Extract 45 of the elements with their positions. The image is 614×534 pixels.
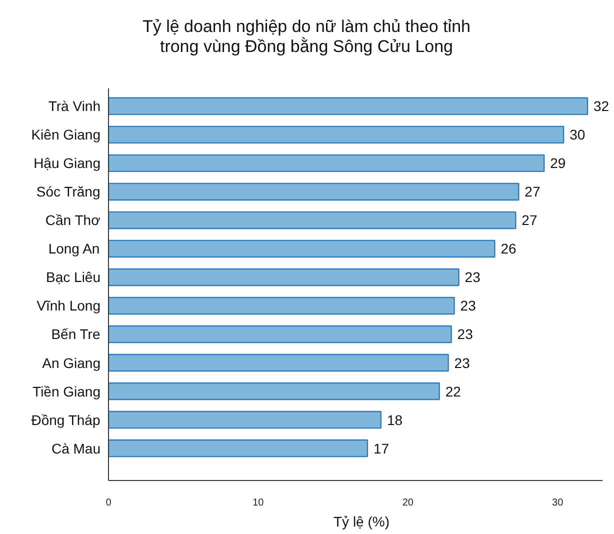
y-tick-label: Trà Vinh	[48, 98, 101, 114]
x-tick-label: 30	[552, 498, 564, 508]
x-axis-title: Tỷ lệ (%)	[334, 514, 390, 530]
data-label: 29	[550, 155, 566, 172]
data-label: 23	[464, 269, 481, 286]
data-label: 18	[386, 412, 403, 428]
y-tick-label: Vĩnh Long	[36, 298, 101, 314]
data-label: 27	[522, 212, 538, 228]
data-label: 23	[457, 326, 474, 342]
bar	[108, 268, 460, 286]
bar	[108, 240, 496, 258]
bar	[108, 296, 455, 315]
data-label: 23	[454, 354, 470, 371]
bar	[108, 154, 545, 172]
x-tick-label: 10	[252, 498, 264, 508]
bar	[108, 410, 382, 429]
bar	[108, 325, 452, 344]
y-tick-label: Sóc Trăng	[36, 184, 100, 200]
bar	[108, 182, 520, 201]
chart-title: Tỷ lệ doanh nghiệp do nữ làm chủ theo tỉnh trong vùng Đồng bằng Sông Cửu Long	[142, 16, 472, 57]
x-tick-label: 20	[402, 498, 414, 508]
bar	[108, 211, 516, 230]
data-label: 27	[524, 184, 540, 200]
y-tick-label: Hậu Giang	[34, 155, 101, 172]
bar	[108, 382, 440, 400]
x-tick-label: 0	[106, 498, 112, 508]
bar	[108, 354, 449, 372]
bar	[108, 126, 564, 144]
data-label: 22	[445, 383, 462, 400]
y-tick-label: Bến Tre	[51, 326, 100, 342]
y-tick-label: Cà Mau	[51, 440, 101, 456]
data-label: 32	[594, 98, 610, 114]
data-label: 30	[570, 126, 586, 143]
y-tick-label: Long An	[48, 240, 100, 257]
y-tick-label: An Giang	[42, 354, 101, 371]
y-tick-label: Kiên Giang	[31, 126, 101, 143]
bar	[108, 97, 588, 116]
y-tick-label: Đồng Tháp	[31, 412, 100, 428]
data-label: 23	[460, 298, 476, 314]
y-tick-label: Cần Thơ	[45, 212, 100, 228]
y-tick-label: Bạc Liêu	[46, 269, 100, 286]
data-label: 26	[500, 240, 517, 257]
data-label: 17	[373, 440, 390, 456]
y-tick-label: Tiền Giang	[32, 383, 101, 400]
bar	[108, 439, 368, 458]
